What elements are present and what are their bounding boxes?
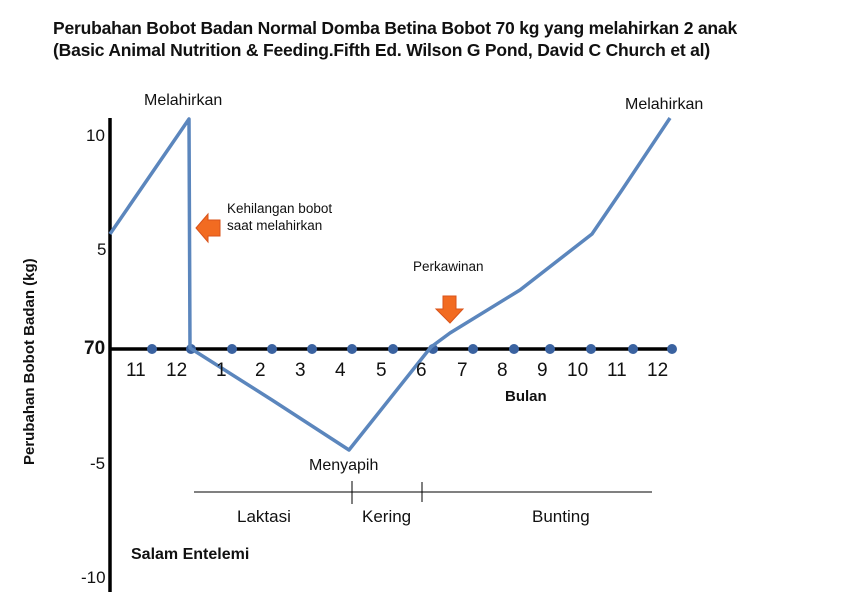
annotation-mating: Perkawinan	[413, 259, 484, 274]
x-tick-11a: 11	[126, 360, 146, 381]
x-tick-7: 7	[457, 360, 468, 381]
phase-dry: Kering	[362, 507, 412, 526]
y-tick-neg5: -5	[90, 454, 106, 473]
arrow-left-icon	[195, 212, 221, 244]
x-tick-6: 6	[416, 360, 427, 381]
y-tick-neg10: -10	[81, 568, 106, 587]
x-tick-1: 1	[216, 360, 227, 381]
x-tick-9: 9	[537, 360, 548, 381]
phase-timeline	[194, 481, 652, 504]
annotation-weight-loss-line2: saat melahirkan	[227, 218, 323, 233]
annotation-birth-right: Melahirkan	[625, 96, 704, 113]
phase-lactation: Laktasi	[237, 507, 291, 526]
y-axis-label: Perubahan Bobot Badan (kg)	[21, 258, 38, 465]
x-tick-3: 3	[295, 360, 306, 381]
y-tick-5: 5	[97, 240, 107, 259]
title-line-1: Perubahan Bobot Badan Normal Domba Betin…	[53, 18, 737, 38]
x-tick-4: 4	[335, 360, 346, 381]
x-tick-5: 5	[376, 360, 387, 381]
y-tick-10: 10	[86, 126, 105, 145]
x-tick-12b: 12	[647, 360, 669, 381]
chart-title: Perubahan Bobot Badan Normal Domba Betin…	[53, 17, 737, 61]
title-line-2: (Basic Animal Nutrition & Feeding.Fifth …	[53, 40, 710, 60]
x-axis-label: Bulan	[505, 388, 547, 405]
annotation-birth-left: Melahirkan	[144, 92, 223, 109]
x-tick-11b: 11	[607, 360, 627, 381]
x-tick-12a: 12	[166, 360, 188, 381]
signature: Salam Entelemi	[131, 546, 250, 563]
phase-pregnant: Bunting	[532, 507, 590, 526]
annotation-weight-loss: Kehilangan bobot saat melahirkan	[227, 200, 332, 234]
arrow-down-icon	[434, 295, 465, 324]
x-tick-10: 10	[567, 360, 589, 381]
annotation-weight-loss-line1: Kehilangan bobot	[227, 201, 333, 216]
annotation-weaning: Menyapih	[309, 457, 379, 474]
y-tick-70: 70	[84, 338, 106, 359]
weight-change-line	[108, 117, 672, 452]
x-tick-2: 2	[255, 360, 266, 381]
x-tick-8: 8	[497, 360, 508, 381]
